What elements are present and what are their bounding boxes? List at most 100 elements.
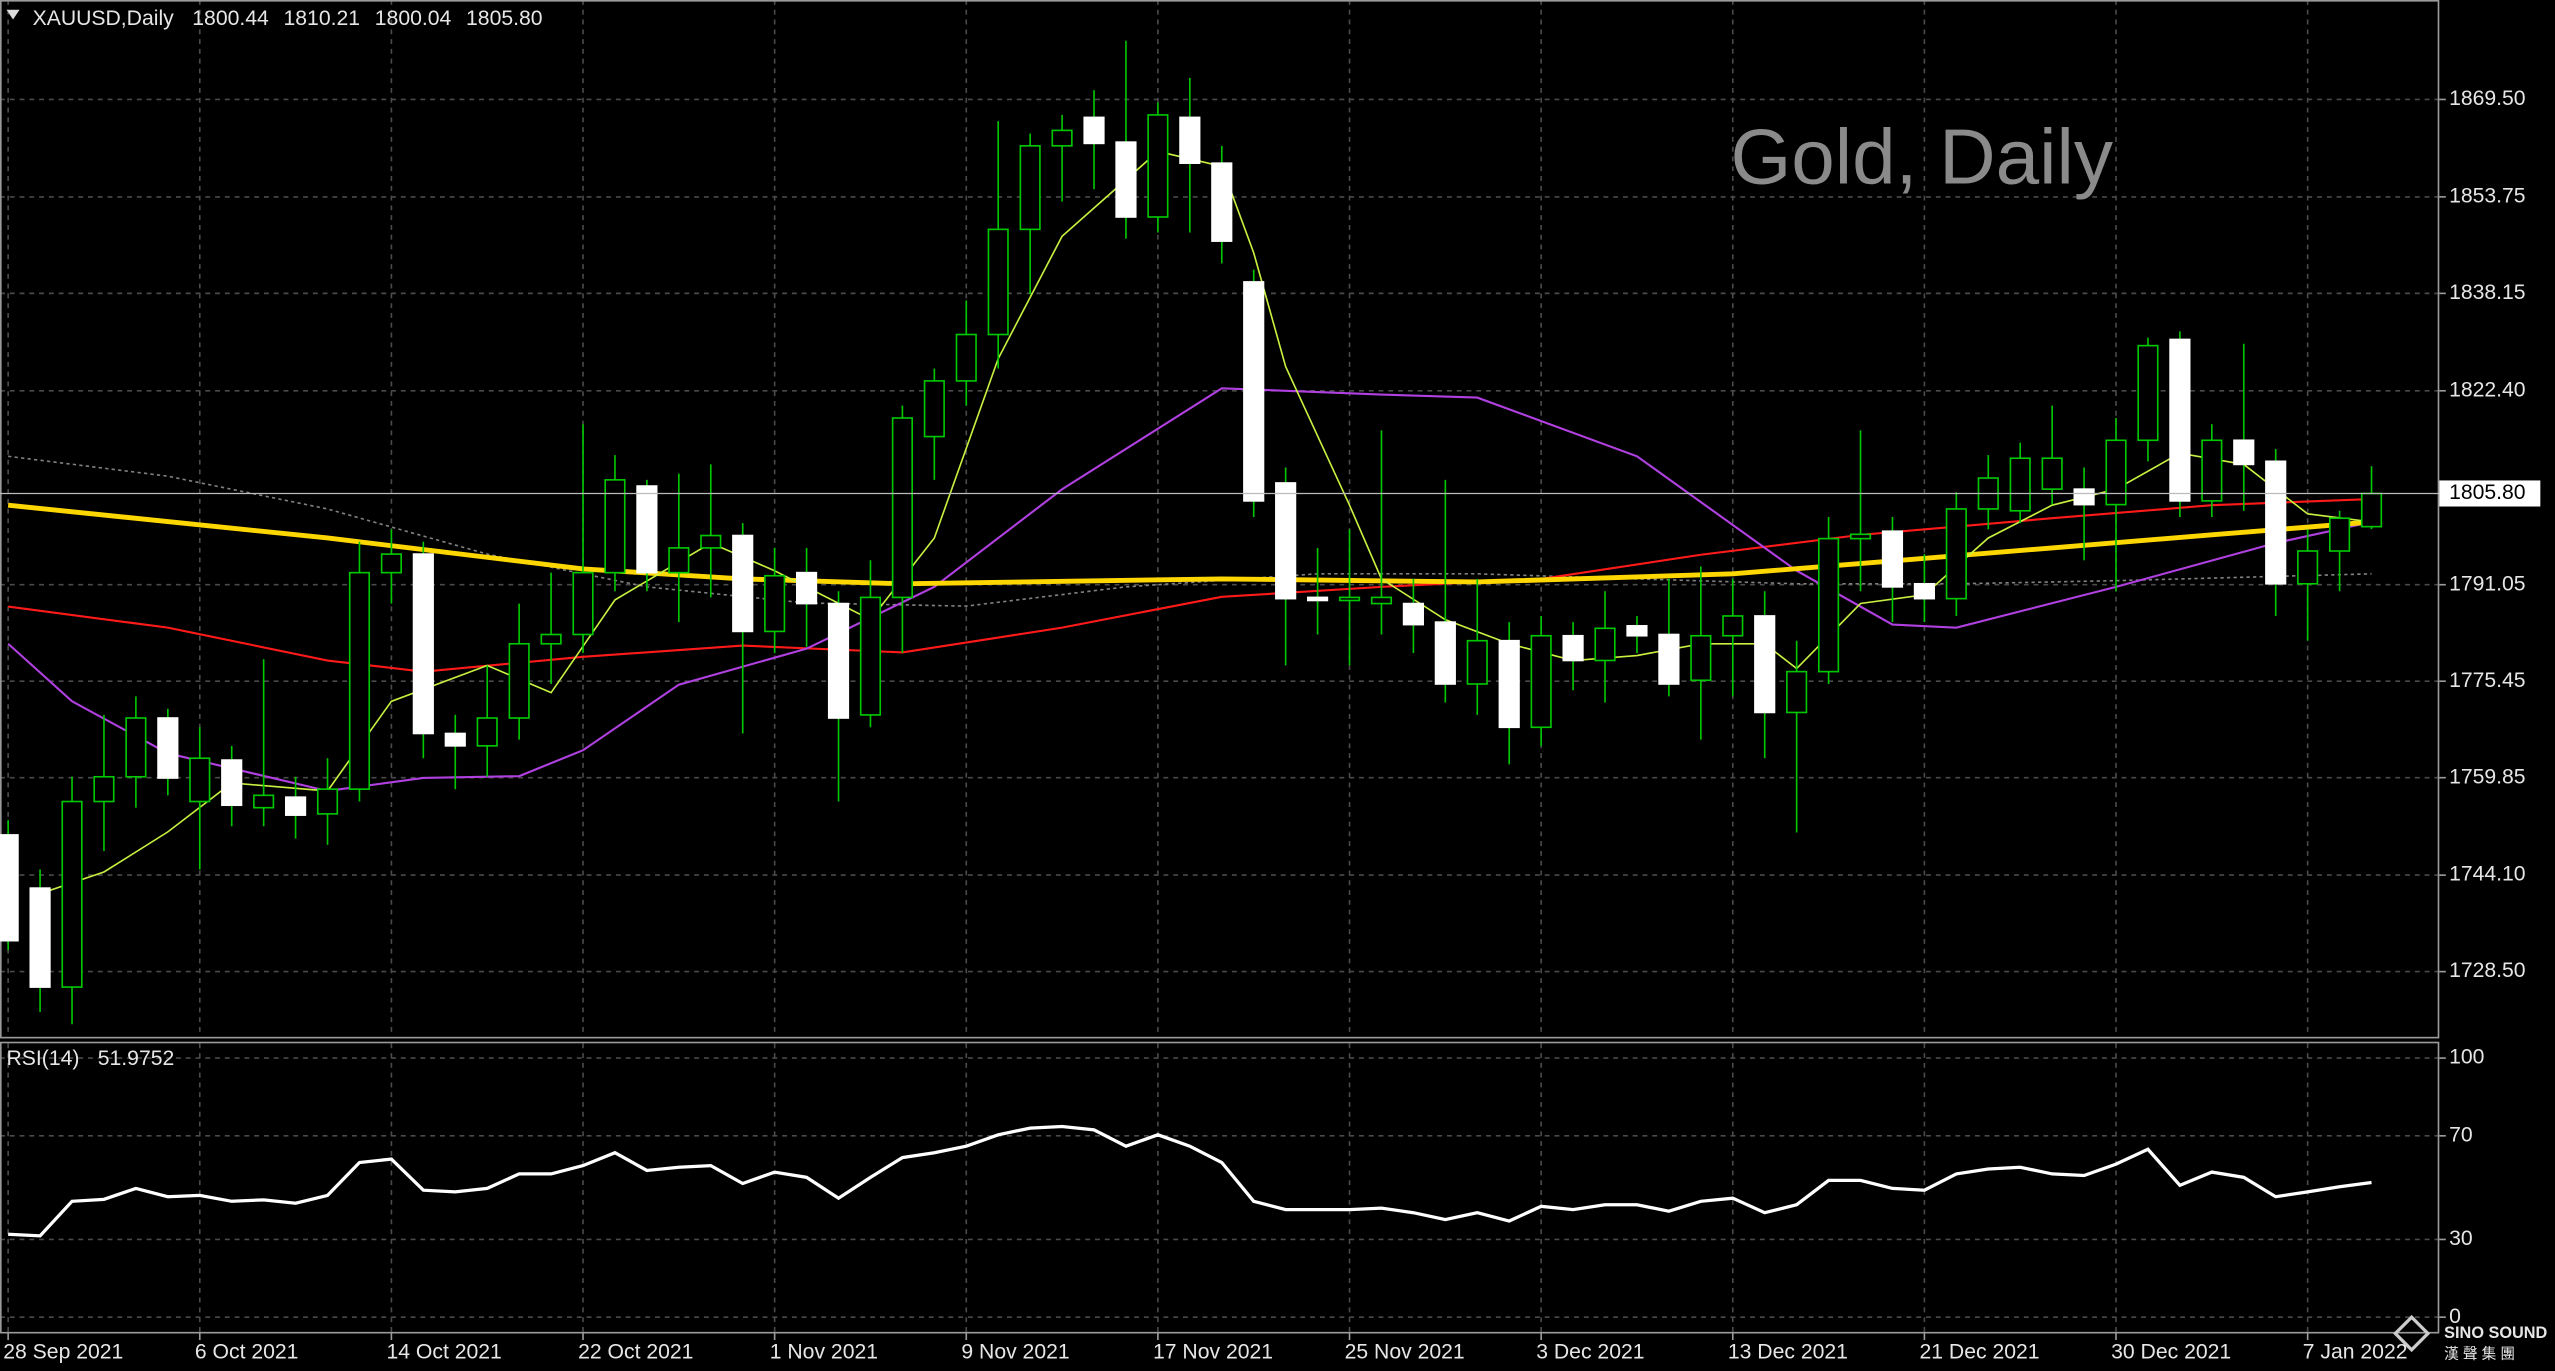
candle-body bbox=[572, 571, 594, 636]
y-tick-label: 1838.15 bbox=[2449, 281, 2526, 304]
x-tick-label: 17 Nov 2021 bbox=[1153, 1341, 1273, 1364]
candle-body bbox=[1019, 145, 1041, 231]
candle-body bbox=[1817, 537, 1840, 673]
candle-body bbox=[1945, 508, 1967, 600]
y-tick-label: 1822.40 bbox=[2449, 378, 2526, 401]
candle-body bbox=[2328, 517, 2351, 552]
candle-body bbox=[508, 642, 530, 719]
candle-body bbox=[380, 553, 402, 574]
rsi-y-tick-label: 100 bbox=[2449, 1046, 2484, 1069]
y-tick-label: 1759.85 bbox=[2449, 765, 2526, 788]
x-tick-label: 6 Oct 2021 bbox=[195, 1341, 299, 1364]
candle-body bbox=[604, 479, 626, 574]
candle-body bbox=[1849, 533, 1872, 540]
y-tick-label: 1775.45 bbox=[2449, 669, 2526, 692]
candle-body bbox=[764, 574, 786, 633]
candle-body bbox=[1594, 627, 1616, 662]
candle-body bbox=[1275, 482, 1297, 600]
candle-body bbox=[1211, 162, 1233, 242]
candle-body bbox=[1498, 639, 1520, 729]
y-tick-label: 1791.05 bbox=[2449, 572, 2526, 595]
main-panel-frame bbox=[0, 0, 2440, 1039]
candle-body bbox=[1466, 639, 1488, 685]
candle-body bbox=[2009, 457, 2031, 512]
logo: SINO SOUND 漢 聲 集 團 bbox=[2393, 1314, 2548, 1363]
candle-body bbox=[987, 228, 1009, 336]
candle-body bbox=[1881, 530, 1904, 588]
header-close: 1805.80 bbox=[466, 7, 543, 30]
moving-average bbox=[8, 455, 2372, 607]
rsi-y-tick-label: 30 bbox=[2449, 1227, 2473, 1250]
candle-body bbox=[2041, 457, 2063, 490]
candle-body bbox=[476, 717, 498, 747]
rsi-y-tick-label: 0 bbox=[2449, 1305, 2461, 1328]
candle-body bbox=[1913, 582, 1935, 600]
candle-body bbox=[348, 571, 371, 790]
header-open: 1800.44 bbox=[192, 7, 269, 30]
candle-body bbox=[2233, 439, 2255, 466]
rsi-y-tick-label: 70 bbox=[2449, 1123, 2473, 1146]
candle-body bbox=[1402, 602, 1424, 626]
current-price-label: 1805.80 bbox=[2449, 481, 2526, 504]
candle-body bbox=[1115, 141, 1137, 218]
candle-body bbox=[2360, 492, 2383, 528]
candle-body bbox=[636, 485, 658, 574]
menu-triangle[interactable] bbox=[6, 9, 20, 20]
candle-body bbox=[540, 633, 562, 645]
candle-body bbox=[1722, 615, 1744, 637]
y-tick-label: 1869.50 bbox=[2449, 87, 2526, 110]
candle-body bbox=[2105, 439, 2127, 506]
candle-body bbox=[125, 717, 147, 778]
candle-body bbox=[1690, 634, 1712, 682]
candle-body bbox=[1434, 621, 1456, 685]
header-low: 1800.04 bbox=[375, 7, 452, 30]
candle-body bbox=[795, 571, 818, 605]
candle-body bbox=[1147, 114, 1169, 218]
x-tick-label: 3 Dec 2021 bbox=[1536, 1341, 1644, 1364]
candle-body bbox=[221, 759, 243, 807]
candle-body bbox=[1179, 116, 1201, 164]
logo-chinese: 漢 聲 集 團 bbox=[2444, 1346, 2515, 1363]
candle-body bbox=[2137, 344, 2159, 442]
candle-body bbox=[923, 380, 945, 438]
x-tick-label: 30 Dec 2021 bbox=[2111, 1341, 2231, 1364]
candle-body bbox=[827, 602, 850, 719]
candle-body bbox=[29, 887, 51, 988]
rsi-name: RSI(14) bbox=[7, 1047, 80, 1070]
candle-body bbox=[1562, 634, 1584, 662]
candle-body bbox=[2297, 550, 2319, 585]
candle-body bbox=[1786, 670, 1808, 714]
symbol: XAUUSD,Daily bbox=[33, 7, 175, 30]
y-tick-label: 1728.50 bbox=[2449, 959, 2526, 982]
candle-body bbox=[157, 717, 179, 779]
rsi-last-value: 51.9752 bbox=[98, 1047, 175, 1070]
candle-body bbox=[253, 794, 275, 809]
x-tick-label: 25 Nov 2021 bbox=[1345, 1341, 1465, 1364]
candle-body bbox=[1051, 129, 1073, 147]
x-tick-label: 13 Dec 2021 bbox=[1728, 1341, 1848, 1364]
candle-body bbox=[2169, 338, 2191, 502]
candle-body bbox=[859, 596, 882, 716]
candle-body bbox=[1754, 615, 1776, 714]
candle-body bbox=[955, 333, 977, 382]
candle-body bbox=[1530, 634, 1552, 729]
candle-body bbox=[316, 788, 339, 815]
y-tick-label: 1744.10 bbox=[2449, 863, 2526, 886]
candle-body bbox=[189, 757, 211, 803]
x-tick-label: 22 Oct 2021 bbox=[578, 1341, 693, 1364]
candle-body bbox=[700, 534, 722, 549]
candle-body bbox=[891, 417, 913, 599]
x-tick-label: 1 Nov 2021 bbox=[770, 1341, 878, 1364]
candle-body bbox=[61, 800, 83, 988]
candle-body bbox=[2073, 488, 2095, 506]
current-price-box bbox=[2439, 480, 2541, 507]
candle-body bbox=[1626, 625, 1648, 637]
logo-icon bbox=[2393, 1314, 2431, 1353]
x-tick-label: 14 Oct 2021 bbox=[387, 1341, 502, 1364]
candle-body bbox=[1083, 116, 1105, 145]
candle-body bbox=[1243, 281, 1265, 502]
candle-body bbox=[0, 834, 19, 942]
header-high: 1810.21 bbox=[284, 7, 361, 30]
